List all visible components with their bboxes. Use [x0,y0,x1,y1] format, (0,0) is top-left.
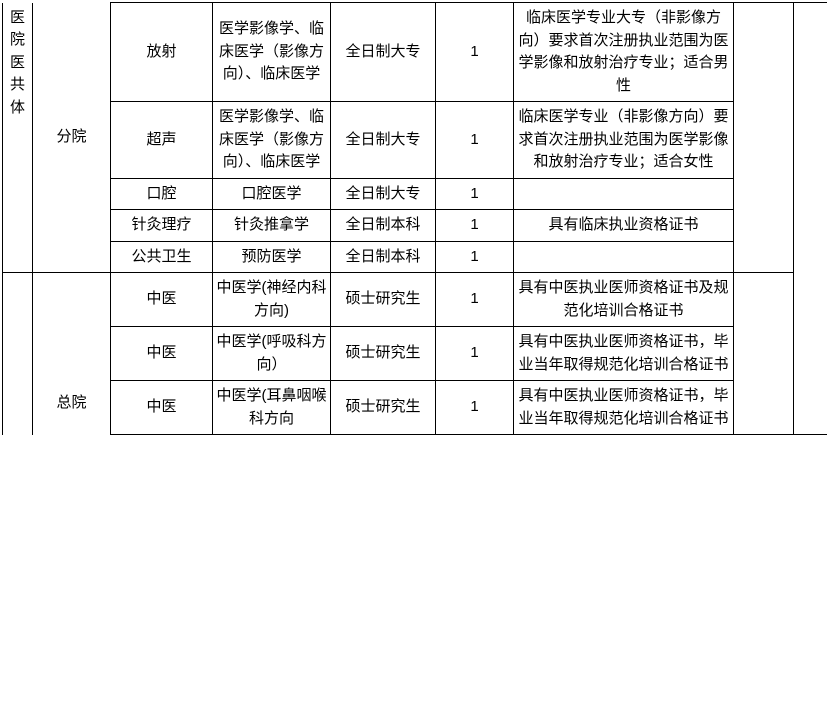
table-row: 中医 中医学(耳鼻咽喉科方向 硕士研究生 1 具有中医执业医师资格证书，毕业当年… [3,381,827,435]
edu-cell: 全日制大专 [331,178,436,210]
table-row: 针灸理疗 针灸推拿学 全日制本科 1 具有临床执业资格证书 [3,210,827,242]
org-cell [3,273,33,435]
org-cell: 医院医共体 [3,3,33,273]
major-cell: 医学影像学、临床医学（影像方向）、临床医学 [213,102,331,179]
empty-cell [734,327,794,381]
major-cell: 口腔医学 [213,178,331,210]
empty-cell [734,3,794,102]
count-cell: 1 [436,102,514,179]
edu-cell: 硕士研究生 [331,273,436,327]
dept-cell: 放射 [111,3,213,102]
table-row: 口腔 口腔医学 全日制大专 1 [3,178,827,210]
empty-cell [794,241,827,273]
table-row: 中医 中医学(呼吸科方向） 硕士研究生 1 具有中医执业医师资格证书，毕业当年取… [3,327,827,381]
table-row: 总院 中医 中医学(神经内科方向) 硕士研究生 1 具有中医执业医师资格证书及规… [3,273,827,327]
major-cell: 针灸推拿学 [213,210,331,242]
req-cell: 临床医学专业（非影像方向）要求首次注册执业范围为医学影像和放射治疗专业；适合女性 [514,102,734,179]
dept-cell: 公共卫生 [111,241,213,273]
req-cell: 具有中医执业医师资格证书，毕业当年取得规范化培训合格证书 [514,381,734,435]
table-row: 超声 医学影像学、临床医学（影像方向）、临床医学 全日制大专 1 临床医学专业（… [3,102,827,179]
empty-cell [734,381,794,435]
empty-cell [734,241,794,273]
dept-cell: 中医 [111,381,213,435]
req-cell: 临床医学专业大专（非影像方向）要求首次注册执业范围为医学影像和放射治疗专业；适合… [514,3,734,102]
count-cell: 1 [436,273,514,327]
req-cell: 具有中医执业医师资格证书及规范化培训合格证书 [514,273,734,327]
empty-cell [794,210,827,242]
empty-cell [734,102,794,179]
empty-cell [734,178,794,210]
table-row: 公共卫生 预防医学 全日制本科 1 [3,241,827,273]
edu-cell: 全日制大专 [331,102,436,179]
dept-cell: 中医 [111,273,213,327]
major-cell: 医学影像学、临床医学（影像方向）、临床医学 [213,3,331,102]
empty-cell [734,273,794,327]
major-cell: 中医学(耳鼻咽喉科方向 [213,381,331,435]
req-cell [514,178,734,210]
branch-cell: 总院 [33,273,111,435]
dept-cell: 超声 [111,102,213,179]
empty-cell [794,381,827,435]
empty-cell [794,3,827,102]
edu-cell: 全日制本科 [331,210,436,242]
empty-cell [734,210,794,242]
count-cell: 1 [436,327,514,381]
count-cell: 1 [436,178,514,210]
count-cell: 1 [436,3,514,102]
req-cell: 具有临床执业资格证书 [514,210,734,242]
empty-cell [794,178,827,210]
empty-cell [794,102,827,179]
dept-cell: 口腔 [111,178,213,210]
table-row: 医院医共体 分院 放射 医学影像学、临床医学（影像方向）、临床医学 全日制大专 … [3,3,827,102]
edu-cell: 全日制大专 [331,3,436,102]
count-cell: 1 [436,241,514,273]
req-cell [514,241,734,273]
major-cell: 中医学(呼吸科方向） [213,327,331,381]
empty-cell [794,273,827,327]
req-cell: 具有中医执业医师资格证书，毕业当年取得规范化培训合格证书 [514,327,734,381]
recruitment-table: 医院医共体 分院 放射 医学影像学、临床医学（影像方向）、临床医学 全日制大专 … [2,2,827,435]
dept-cell: 中医 [111,327,213,381]
count-cell: 1 [436,210,514,242]
branch-cell: 分院 [33,3,111,273]
major-cell: 中医学(神经内科方向) [213,273,331,327]
count-cell: 1 [436,381,514,435]
empty-cell [794,327,827,381]
edu-cell: 硕士研究生 [331,381,436,435]
edu-cell: 硕士研究生 [331,327,436,381]
major-cell: 预防医学 [213,241,331,273]
dept-cell: 针灸理疗 [111,210,213,242]
edu-cell: 全日制本科 [331,241,436,273]
